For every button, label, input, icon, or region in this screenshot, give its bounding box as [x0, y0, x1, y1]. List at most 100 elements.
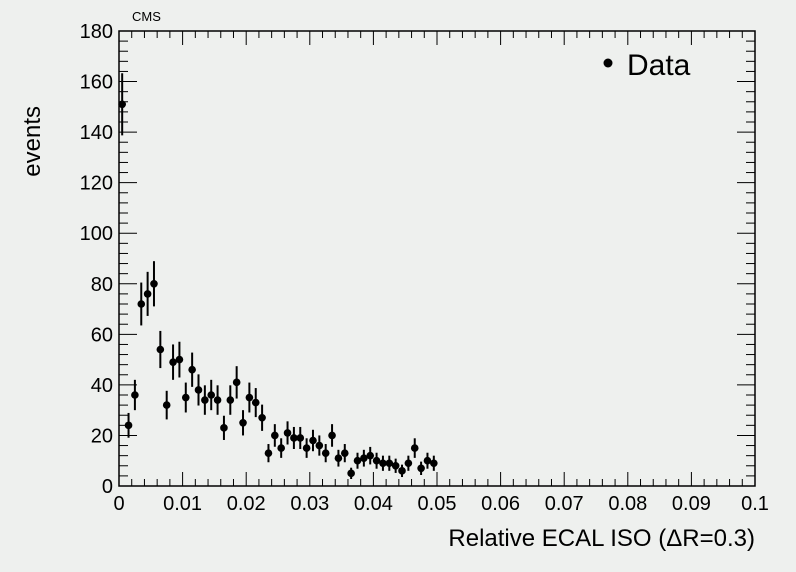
- x-tick-label: 0.03: [290, 493, 329, 515]
- x-tick-label: 0.02: [227, 493, 266, 515]
- data-point: [391, 458, 400, 473]
- data-point: [302, 438, 311, 458]
- point-marker: [347, 469, 355, 478]
- x-tick-label: 0.06: [481, 493, 520, 515]
- point-marker: [391, 461, 400, 470]
- data-point: [283, 421, 292, 445]
- data-point: [181, 382, 190, 413]
- data-points: [118, 73, 438, 480]
- y-tick-label: 40: [91, 375, 113, 397]
- data-point: [232, 366, 241, 399]
- point-marker: [423, 456, 432, 465]
- point-marker: [334, 454, 343, 462]
- data-point: [430, 455, 438, 471]
- data-point: [264, 444, 273, 463]
- point-marker: [226, 396, 235, 404]
- point-marker: [137, 300, 146, 308]
- data-point: [309, 429, 317, 452]
- data-point: [213, 385, 222, 415]
- y-tick-label: 0: [102, 476, 113, 498]
- point-marker: [321, 449, 330, 457]
- data-point: [423, 452, 432, 469]
- point-marker: [360, 454, 368, 462]
- point-marker: [328, 431, 336, 440]
- point-marker: [175, 355, 184, 364]
- point-marker: [264, 449, 273, 457]
- point-marker: [143, 290, 152, 298]
- y-tick-label: 120: [80, 173, 113, 195]
- point-marker: [220, 424, 228, 432]
- data-point: [258, 404, 266, 431]
- y-tick-label: 60: [91, 324, 113, 346]
- point-marker: [277, 444, 285, 452]
- data-point: [404, 455, 413, 471]
- point-marker: [283, 429, 292, 437]
- point-marker: [150, 279, 158, 288]
- data-point: [379, 455, 387, 471]
- point-marker: [315, 441, 324, 450]
- point-marker: [398, 467, 406, 475]
- data-point: [169, 344, 177, 380]
- data-point: [410, 438, 419, 458]
- data-point: [417, 461, 425, 475]
- data-point: [131, 379, 139, 411]
- data-point: [334, 449, 343, 467]
- point-marker: [340, 449, 349, 457]
- point-marker: [239, 419, 247, 427]
- data-point: [315, 435, 324, 456]
- y-axis-title: events: [19, 106, 46, 177]
- y-tick-label: 80: [91, 274, 113, 296]
- x-axis-title: Relative ECAL ISO (ΔR=0.3): [448, 525, 755, 552]
- point-marker: [258, 413, 266, 422]
- data-point: [360, 449, 368, 467]
- x-tick-label: 0.1: [741, 493, 769, 515]
- data-point: [328, 424, 336, 447]
- point-marker: [156, 345, 165, 354]
- point-marker: [245, 393, 254, 402]
- y-tick-label: 140: [80, 122, 113, 144]
- data-point: [207, 379, 216, 411]
- data-point: [226, 385, 235, 415]
- data-point: [150, 261, 158, 307]
- point-marker: [385, 459, 394, 468]
- point-marker: [201, 396, 209, 404]
- data-point: [143, 271, 152, 316]
- data-point: [239, 410, 247, 436]
- x-tick-label: 0.05: [418, 493, 457, 515]
- point-marker: [188, 365, 196, 374]
- point-marker: [309, 436, 317, 445]
- point-marker: [410, 444, 419, 452]
- x-tick-label: 0.09: [672, 493, 711, 515]
- point-marker: [169, 358, 177, 366]
- point-marker: [162, 401, 171, 409]
- axis-ticks: 0 0.01 0.02 0.03 0.04 0.05 0.06 0.07 0.08 0.09 0.1…: [80, 21, 769, 515]
- point-marker: [296, 434, 305, 442]
- data-point: [296, 426, 305, 449]
- data-point: [175, 341, 184, 378]
- point-marker: [417, 464, 425, 473]
- point-marker: [353, 456, 362, 465]
- point-marker: [207, 391, 216, 399]
- point-marker: [379, 459, 387, 468]
- y-tick-label: 180: [80, 21, 113, 43]
- point-marker: [404, 459, 413, 468]
- point-marker: [290, 434, 298, 442]
- data-point: [124, 412, 133, 438]
- data-point: [156, 330, 165, 369]
- data-point: [372, 452, 381, 469]
- point-marker: [232, 378, 241, 387]
- data-point: [277, 438, 285, 458]
- plot-area: [118, 30, 756, 487]
- data-point: [271, 424, 279, 447]
- point-marker: [366, 451, 375, 460]
- point-marker: [372, 456, 381, 465]
- x-tick-label: 0.04: [354, 493, 393, 515]
- x-tick-label: 0.01: [163, 493, 202, 515]
- point-marker: [194, 386, 203, 394]
- data-point: [245, 382, 254, 413]
- experiment-label: CMS: [132, 9, 161, 24]
- point-marker: [251, 398, 260, 407]
- data-point: [385, 455, 394, 471]
